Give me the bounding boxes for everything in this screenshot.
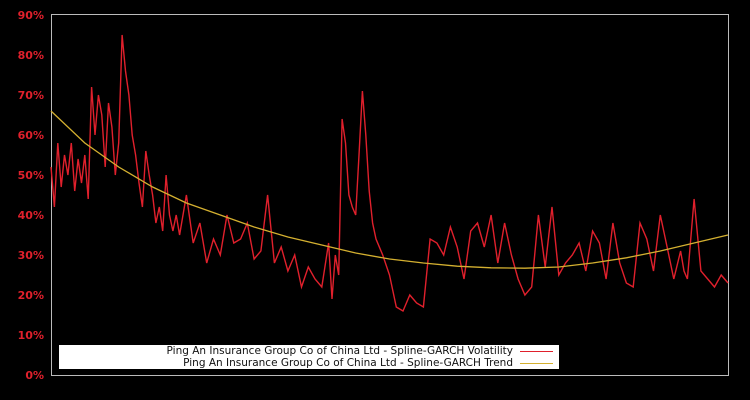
legend-swatch-volatility <box>520 350 553 352</box>
chart-legend: Ping An Insurance Group Co of China Ltd … <box>59 345 559 369</box>
y-tick-label: 10% <box>18 329 44 342</box>
y-tick-label: 50% <box>18 169 44 182</box>
y-tick-label: 20% <box>18 289 44 302</box>
legend-label-volatility: Ping An Insurance Group Co of China Ltd … <box>166 345 513 357</box>
trend-line <box>50 110 729 269</box>
legend-swatch-trend <box>520 362 553 364</box>
y-axis-ticks: 0% 10% 20% 30% 40% 50% 60% 70% 80% 90% <box>18 9 44 382</box>
legend-label-trend: Ping An Insurance Group Co of China Ltd … <box>183 357 513 369</box>
y-tick-label: 60% <box>18 129 44 142</box>
y-tick-label: 30% <box>18 249 44 262</box>
y-tick-label: 40% <box>18 209 44 222</box>
volatility-line <box>50 34 729 313</box>
legend-item-trend: Ping An Insurance Group Co of China Ltd … <box>183 357 553 369</box>
legend-item-volatility: Ping An Insurance Group Co of China Ltd … <box>167 345 553 357</box>
y-tick-label: 0% <box>25 369 44 382</box>
plot-area-border <box>51 14 729 376</box>
plot-series <box>50 34 729 313</box>
y-tick-label: 90% <box>18 9 44 22</box>
y-tick-label: 70% <box>18 89 44 102</box>
y-tick-label: 80% <box>18 49 44 62</box>
